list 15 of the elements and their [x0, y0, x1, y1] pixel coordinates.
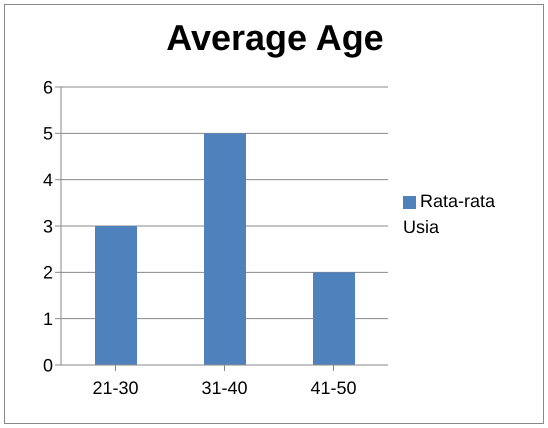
- y-tick-label: 5: [42, 124, 53, 144]
- bar: [204, 133, 246, 365]
- y-tick-label: 2: [42, 262, 53, 283]
- legend-label: Rata-rata Usia: [403, 191, 496, 237]
- y-tick-label: 4: [42, 170, 53, 190]
- bar: [95, 226, 137, 365]
- chart-title: Average Age: [165, 17, 385, 59]
- x-tick-label: 31-40: [201, 378, 248, 398]
- bar: [313, 272, 355, 365]
- x-tick-label: 41-50: [310, 378, 357, 398]
- y-tick-label: 3: [42, 216, 53, 236]
- y-tick-label: 0: [42, 355, 53, 376]
- y-tick-label: 1: [42, 309, 53, 330]
- y-tick-label: 6: [42, 77, 53, 98]
- x-tick-label: 21-30: [92, 378, 139, 398]
